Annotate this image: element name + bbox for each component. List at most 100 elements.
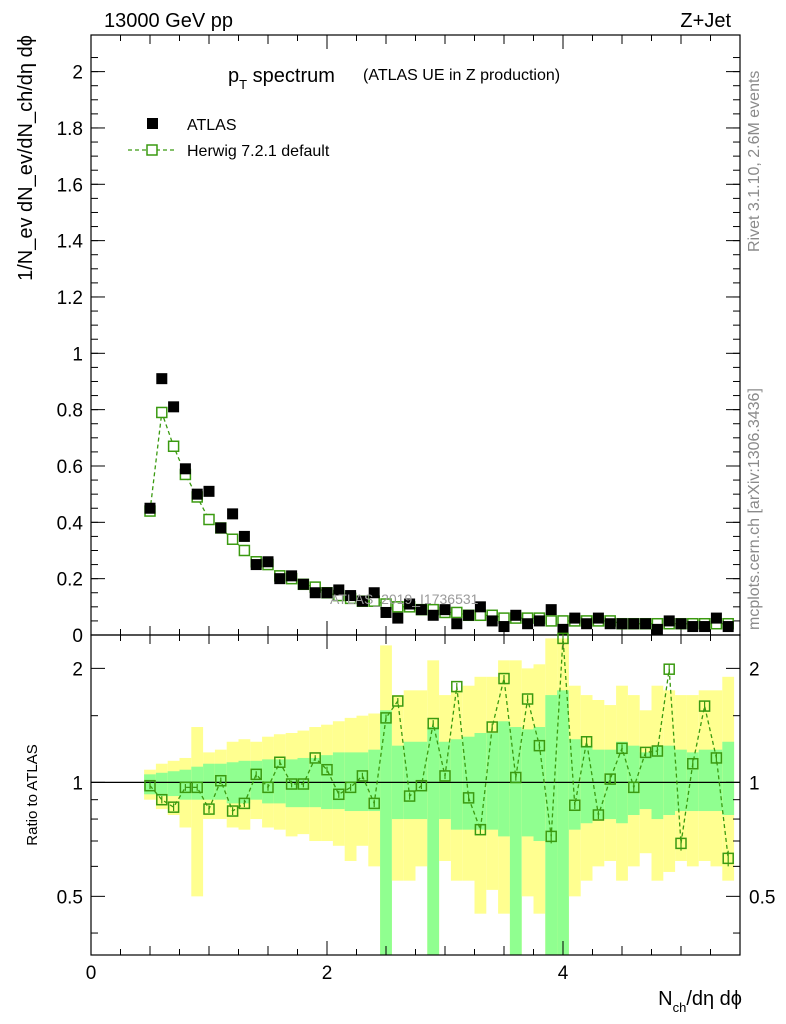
herwig-point (545, 615, 557, 627)
atlas-point (675, 618, 687, 630)
atlas-point (238, 530, 250, 542)
herwig-ratio-point (580, 736, 593, 748)
header-process-label: Z+Jet (680, 10, 731, 32)
atlas-point (144, 502, 156, 514)
stat-band-bin (545, 695, 558, 955)
stat-band-bin (262, 759, 274, 804)
ratio-ytick-label-right: 0.5 (749, 887, 775, 908)
axis-ticks: 0 0.2 0.4 0.6 0.8 1 1.2 1.4 1.6 1.8 2 0 2 4 0.5 0.5 1 1 2 2 (57, 35, 775, 984)
atlas-point (309, 587, 321, 599)
atlas-point (533, 615, 545, 627)
stat-band-bin (557, 690, 569, 955)
atlas-point (463, 609, 475, 621)
atlas-point (616, 618, 628, 630)
herwig-ratio-point (533, 739, 546, 752)
herwig-ratio-point (616, 742, 628, 755)
stat-band-bin (698, 749, 711, 812)
herwig-ratio-point (380, 712, 392, 724)
atlas-point (557, 623, 569, 635)
main-ytick-label: 0.2 (57, 570, 83, 591)
atlas-point (215, 522, 227, 534)
atlas-point (569, 612, 581, 624)
herwig-ratio-point (628, 781, 640, 794)
stat-band-bin (155, 772, 168, 797)
atlas-point (392, 612, 404, 624)
herwig-ratio-point (710, 752, 723, 764)
atlas-point (345, 590, 357, 602)
herwig-ratio-point (215, 774, 227, 787)
atlas-point (168, 401, 180, 413)
stat-band-bin (663, 745, 676, 815)
stat-band-bin (356, 752, 369, 812)
xtick-label: 0 (86, 963, 97, 984)
herwig-ratio-point (226, 805, 239, 817)
atlas-point (179, 463, 191, 475)
atlas-point (510, 609, 522, 621)
atlas-point (427, 609, 439, 621)
herwig-ratio-point (545, 830, 557, 843)
stat-band-bin (450, 739, 463, 830)
herwig-ratio-point (663, 663, 675, 675)
stat-band-bin (639, 752, 652, 810)
atlas-point (333, 584, 345, 596)
herwig-ratio-point (427, 717, 439, 730)
herwig-ratio-point (557, 632, 569, 645)
main-ytick-label: 0.8 (57, 401, 83, 422)
main-ytick-label: 0.6 (57, 457, 83, 478)
atlas-point (710, 612, 722, 624)
atlas-point (439, 604, 451, 616)
herwig-ratio-point (309, 752, 321, 764)
herwig-ratio-point (592, 809, 605, 821)
main-ytick-label: 1.4 (57, 232, 84, 253)
stat-band-bin (498, 721, 510, 837)
atlas-point (651, 623, 663, 635)
stat-band-bin (486, 733, 499, 830)
herwig-ratio-point (439, 770, 451, 782)
uncertainty-bands (144, 638, 735, 955)
herwig-ratio-point (687, 757, 699, 770)
atlas-point (545, 604, 557, 616)
herwig-ratio-point (675, 837, 687, 850)
herwig-point (238, 544, 251, 557)
atlas-point (274, 573, 286, 585)
atlas-point (722, 621, 734, 633)
herwig-ratio-point (262, 781, 274, 794)
herwig-point (451, 606, 463, 619)
herwig-ratio-point (451, 680, 463, 693)
ratio-ylabel: Ratio to ATLAS (24, 744, 41, 845)
chart-title-main: p (228, 65, 239, 87)
herwig-point (156, 406, 168, 419)
stat-band-bin (167, 771, 180, 797)
herwig-ratio-point (722, 852, 734, 865)
atlas-point (250, 559, 262, 571)
stat-band-bin (580, 745, 593, 824)
herwig-ratio-point (651, 745, 664, 757)
atlas-point (203, 485, 215, 497)
herwig-point (167, 440, 180, 453)
herwig-point (226, 533, 239, 545)
atlas-point (699, 621, 711, 633)
rivet-label: Rivet 3.1.10, 2.6M events (746, 70, 763, 252)
atlas-point (687, 621, 699, 633)
atlas-point (191, 488, 203, 500)
main-ytick-label: 0 (72, 626, 83, 647)
stat-band-bin (403, 741, 416, 820)
data-series (144, 373, 734, 867)
herwig-ratio-point (179, 781, 192, 794)
mcplots-label: mcplots.cern.ch [arXiv:1306.3436] (746, 388, 763, 630)
legend-marker-atlas (147, 118, 158, 129)
herwig-point (203, 513, 215, 526)
herwig-ratio-point (321, 763, 333, 776)
legend-label-herwig: Herwig 7.2.1 default (187, 143, 330, 160)
stat-band-bin (675, 749, 687, 812)
herwig-ratio-point (415, 779, 428, 792)
herwig-ratio-point (510, 771, 522, 784)
legend-marker-herwig (146, 144, 158, 156)
ratio-ytick-label: 0.5 (57, 887, 83, 908)
herwig-ratio-point (356, 770, 369, 782)
stat-band-bin (509, 727, 522, 955)
atlas-point (262, 556, 274, 568)
atlas-point (415, 604, 427, 616)
atlas-point (628, 618, 640, 630)
header-energy-label: 13000 GeV pp (104, 10, 233, 32)
